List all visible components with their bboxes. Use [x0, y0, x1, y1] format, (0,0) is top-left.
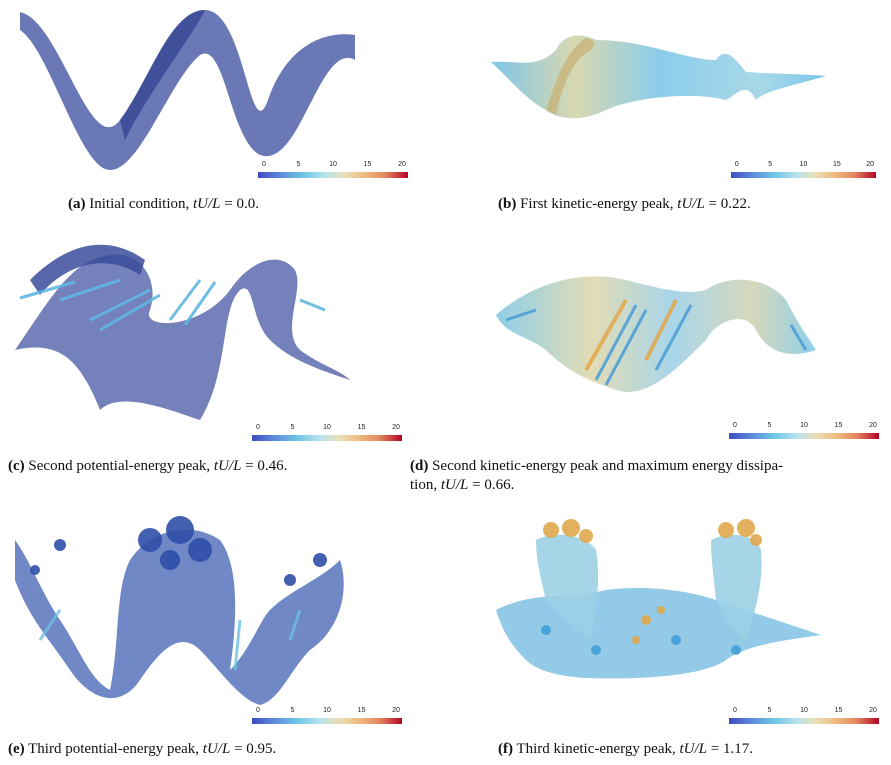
panel-c: 0 5 10 15 20 — [0, 220, 445, 445]
caption-c: (c) Second potential-energy peak, tU/L =… — [8, 458, 288, 474]
panel-d-surface — [496, 276, 816, 392]
caption-e: (e) Third potential-energy peak, tU/L = … — [8, 741, 277, 757]
colorbar-f: 0 5 10 15 20 — [729, 707, 879, 725]
caption-f: (f) Third kinetic-energy peak, tU/L = 1.… — [498, 741, 753, 757]
panel-f: 0 5 10 15 20 — [446, 500, 891, 730]
panel-d: 0 5 10 15 20 — [446, 220, 891, 445]
colorbar-c: 0 5 10 15 20 — [252, 424, 402, 442]
caption-b: (b) First kinetic-energy peak, tU/L = 0.… — [498, 196, 751, 212]
colorbar-e: 0 5 10 15 20 — [252, 707, 402, 725]
colorbar-a: 0 5 10 15 20 — [258, 161, 408, 179]
colorbar-d: 0 5 10 15 20 — [729, 422, 879, 440]
panel-b: 0 5 10 15 20 — [446, 0, 891, 185]
panel-e-surface — [15, 516, 344, 705]
colorbar-b: 0 5 10 15 20 — [731, 161, 876, 179]
panel-b-surface — [491, 35, 826, 119]
panel-a-surface — [20, 10, 355, 170]
panel-e: 0 5 10 15 20 — [0, 500, 445, 730]
caption-a: (a) Initial condition, tU/L = 0.0. — [68, 196, 259, 212]
panel-c-surface — [15, 244, 350, 420]
panel-a: 0 5 10 15 20 — [0, 0, 445, 185]
panel-f-surface — [496, 519, 821, 679]
caption-d: (d) Second kinetic-energy peak and maxim… — [410, 458, 784, 493]
